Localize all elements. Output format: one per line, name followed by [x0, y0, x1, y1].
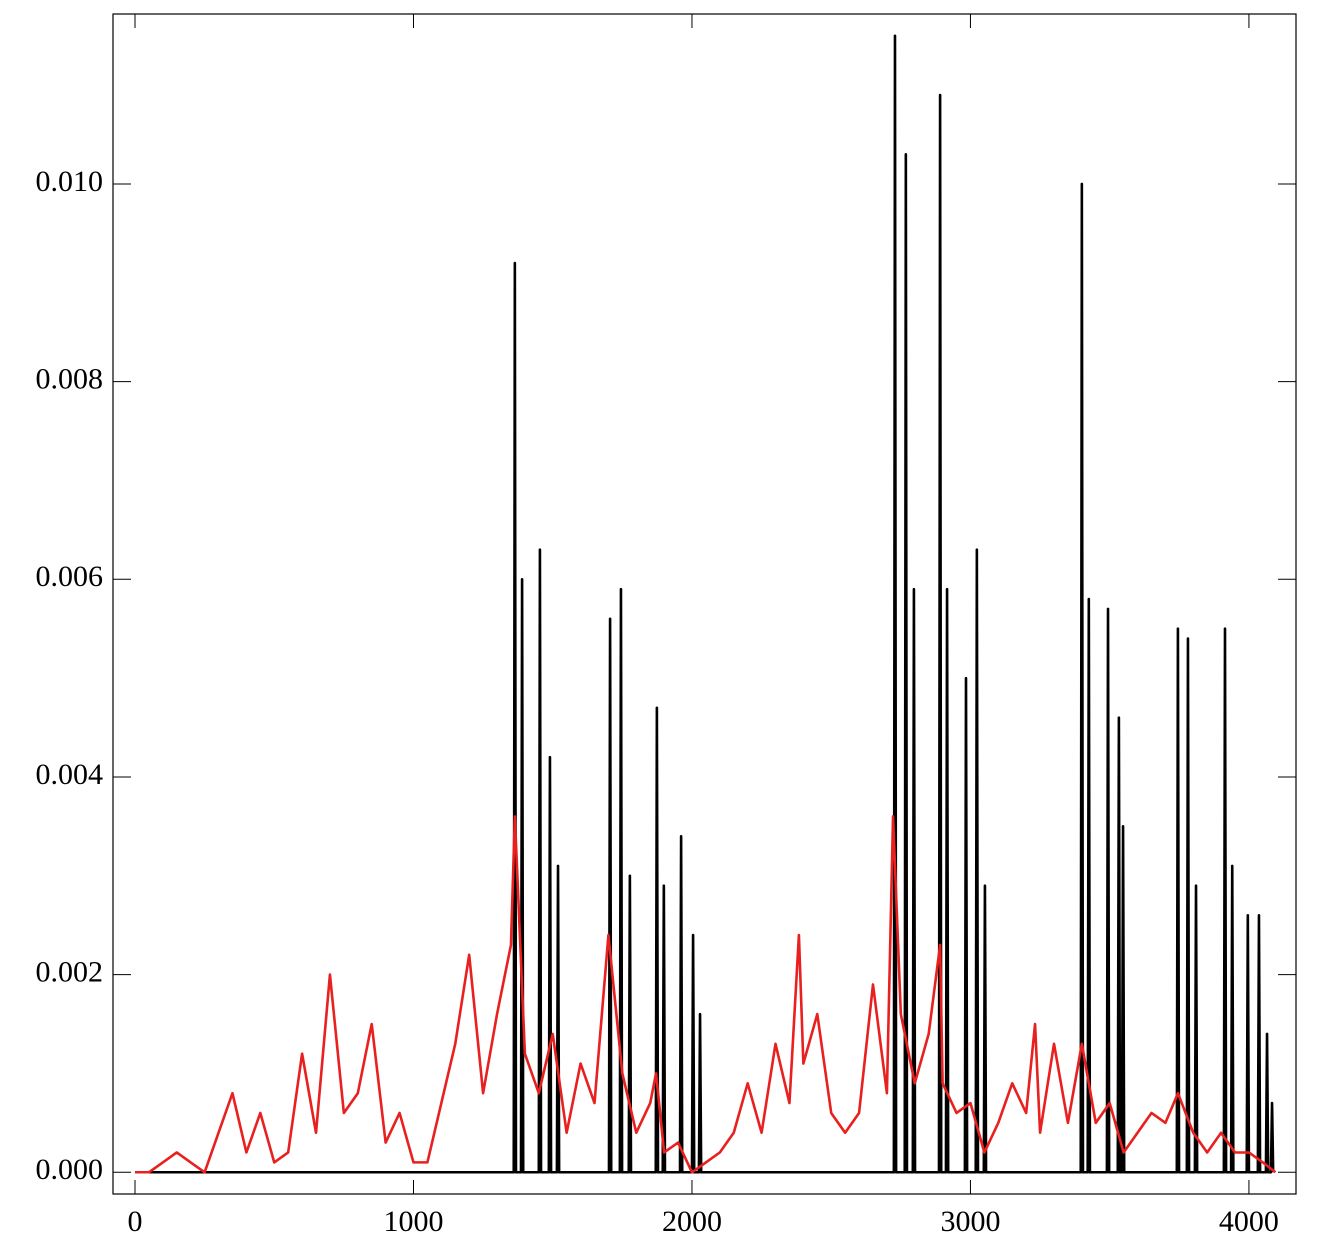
x-tick-label: 1000	[383, 1205, 443, 1238]
x-tick-label: 3000	[940, 1205, 1000, 1238]
y-tick-label: 0.006	[36, 560, 104, 593]
plot-frame	[112, 13, 1297, 1195]
y-tick-label: 0.010	[36, 165, 104, 198]
y-tick-label: 0.002	[36, 955, 104, 988]
y-tick-label: 0.008	[36, 363, 104, 396]
y-tick-label: 0.000	[36, 1153, 104, 1186]
x-tick-label: 4000	[1219, 1205, 1279, 1238]
series-line	[135, 815, 1277, 1174]
series-line	[135, 34, 1275, 1174]
y-tick-label: 0.004	[36, 758, 104, 791]
x-tick-label: 0	[128, 1205, 143, 1238]
x-tick-label: 2000	[662, 1205, 722, 1238]
